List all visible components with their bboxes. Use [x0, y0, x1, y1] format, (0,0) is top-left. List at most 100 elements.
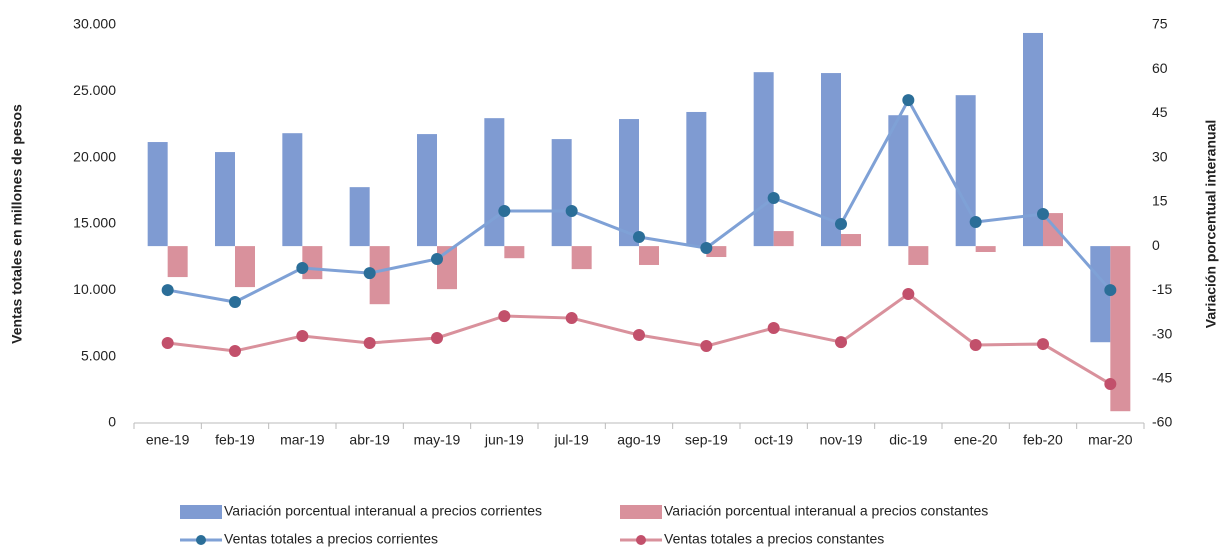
x-tick-label: oct-19 — [754, 432, 793, 448]
bar — [888, 115, 909, 247]
marker — [1037, 208, 1049, 221]
x-tick-label: feb-19 — [215, 432, 255, 448]
bar — [417, 134, 437, 247]
legend-swatch — [620, 505, 662, 519]
legend-swatch — [180, 505, 222, 519]
marker — [431, 331, 443, 344]
bar — [147, 142, 168, 247]
marker — [633, 231, 645, 244]
marker — [902, 288, 915, 301]
bar — [619, 119, 639, 247]
y2-tick-label: 75 — [1152, 16, 1168, 32]
marker — [1104, 377, 1117, 390]
bar — [551, 139, 572, 247]
y2-tick-label: 0 — [1152, 237, 1160, 253]
y-tick-label: 10.000 — [73, 281, 116, 297]
x-tick-label: sep-19 — [685, 432, 728, 448]
x-tick-label: may-19 — [414, 432, 461, 448]
y-tick-label: 25.000 — [73, 82, 116, 98]
y2-tick-label: 15 — [1152, 193, 1168, 209]
bar — [302, 246, 323, 280]
marker — [902, 94, 915, 107]
x-tick-label: feb-20 — [1023, 432, 1063, 448]
bar — [821, 73, 841, 247]
bar — [349, 187, 370, 247]
marker — [363, 337, 376, 350]
x-tick-label: jul-19 — [554, 432, 589, 448]
bar — [369, 246, 390, 305]
y-tick-label: 15.000 — [73, 215, 116, 231]
bar — [908, 246, 929, 265]
y-axis-title: Ventas totales en millones de pesos — [9, 104, 25, 344]
marker — [1037, 338, 1049, 351]
x-tick-label: nov-19 — [820, 432, 863, 448]
bar — [706, 246, 727, 258]
bar — [841, 234, 861, 247]
y2-axis-title: Variación porcentual interanual — [1203, 120, 1219, 329]
bar — [571, 246, 592, 270]
x-tick-label: ene-20 — [954, 432, 998, 448]
bar — [975, 246, 996, 253]
x-tick-label: abr-19 — [349, 432, 390, 448]
y2-tick-label: -60 — [1152, 414, 1172, 430]
x-tick-label: mar-19 — [280, 432, 325, 448]
bar — [773, 231, 794, 247]
marker — [700, 340, 713, 353]
y-tick-label: 5.000 — [81, 347, 116, 363]
marker — [835, 336, 847, 349]
marker — [700, 242, 713, 255]
y-tick-label: 20.000 — [73, 148, 116, 164]
y2-tick-label: 60 — [1152, 60, 1168, 76]
bar — [753, 72, 774, 247]
marker — [969, 338, 982, 351]
marker — [1104, 284, 1117, 297]
x-tick-label: mar-20 — [1088, 432, 1133, 448]
marker — [431, 253, 443, 266]
legend-swatch — [196, 535, 206, 545]
bar — [167, 246, 188, 278]
marker — [296, 329, 309, 342]
marker — [498, 310, 511, 323]
y2-tick-label: -30 — [1152, 325, 1172, 341]
marker — [363, 267, 376, 280]
marker — [229, 296, 241, 309]
marker — [229, 344, 241, 357]
marker — [565, 312, 578, 325]
bar — [282, 133, 303, 247]
bar — [955, 95, 976, 247]
y2-tick-label: -15 — [1152, 281, 1172, 297]
y-tick-label: 30.000 — [73, 16, 116, 32]
legend-label: Ventas totales a precios constantes — [664, 531, 884, 547]
y-tick-label: 0 — [108, 414, 116, 430]
marker — [767, 191, 780, 204]
marker — [498, 204, 511, 217]
bar — [235, 246, 255, 288]
marker — [161, 337, 174, 350]
x-tick-label: jun-19 — [484, 432, 524, 448]
marker — [296, 262, 309, 275]
x-tick-label: dic-19 — [889, 432, 927, 448]
y2-tick-label: 30 — [1152, 148, 1168, 164]
bar — [1023, 32, 1043, 247]
legend-swatch — [636, 535, 646, 545]
bar — [1090, 246, 1111, 343]
bar — [686, 111, 707, 247]
legend-label: Ventas totales a precios corrientes — [224, 531, 438, 547]
marker — [633, 329, 645, 342]
bar — [215, 152, 235, 247]
marker — [565, 204, 578, 217]
y2-tick-label: 45 — [1152, 104, 1168, 120]
x-tick-label: ene-19 — [146, 432, 190, 448]
legend-label: Variación porcentual interanual a precio… — [664, 503, 988, 519]
marker — [161, 284, 174, 297]
marker — [969, 216, 982, 229]
legend-label: Variación porcentual interanual a precio… — [224, 503, 542, 519]
x-tick-label: ago-19 — [617, 432, 661, 448]
y2-tick-label: -45 — [1152, 369, 1172, 385]
bar — [504, 246, 525, 259]
bar — [639, 246, 659, 265]
bar — [484, 118, 505, 247]
marker — [835, 218, 847, 230]
marker — [767, 322, 780, 335]
